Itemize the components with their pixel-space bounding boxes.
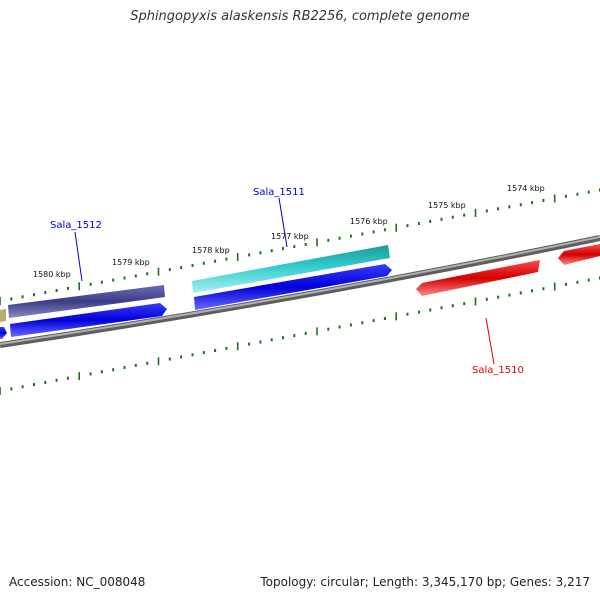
gene-label-sala-1512: Sala_1512: [50, 220, 102, 231]
genome-backbone-highlight: [0, 236, 600, 345]
kbp-label-1576: 1576 kbp: [350, 217, 388, 226]
gene-arrow-sala-1510: [416, 260, 540, 296]
map-title: Sphingopyxis alaskensis RB2256, complete…: [130, 9, 470, 24]
inner-tick-ring: [0, 276, 600, 395]
gene-arrow-left-partial: [0, 327, 7, 339]
gene-arrow-right-partial: [558, 244, 600, 265]
leader-line-sala-1511: [278, 197, 288, 248]
kbp-label-1578: 1578 kbp: [192, 246, 230, 255]
accession-text: Accession: NC_008048: [9, 575, 146, 589]
kbp-label-1574: 1574 kbp: [507, 184, 545, 193]
gene-label-sala-1511: Sala_1511: [253, 187, 305, 198]
feature-purple: [8, 285, 165, 318]
genome-summary-text: Topology: circular; Length: 3,345,170 bp…: [260, 575, 590, 589]
gene-arrow-sala-1511: [194, 264, 392, 310]
genome-backbone: [0, 235, 600, 348]
kbp-label-1575: 1575 kbp: [428, 201, 466, 210]
gene-arrow-sala-1512: [10, 303, 167, 337]
leader-line-sala-1512: [74, 231, 83, 282]
kbp-labels: 1580 kbp 1579 kbp 1578 kbp 1577 kbp 1576…: [33, 184, 545, 279]
gene-label-sala-1510: Sala_1510: [472, 365, 524, 376]
kbp-label-1577: 1577 kbp: [271, 232, 309, 241]
outer-tick-ring: [0, 188, 600, 305]
feature-olive: [0, 309, 6, 322]
kbp-label-1579: 1579 kbp: [112, 258, 150, 267]
leader-line-sala-1510: [485, 317, 495, 365]
kbp-label-1580: 1580 kbp: [33, 270, 71, 279]
feature-cyan: [192, 245, 390, 293]
